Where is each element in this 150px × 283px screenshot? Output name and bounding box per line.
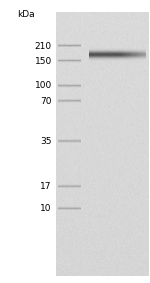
Text: 17: 17 [40,182,52,191]
Text: 210: 210 [35,42,52,51]
Text: kDa: kDa [17,10,35,19]
Text: 10: 10 [40,204,52,213]
Text: 70: 70 [40,97,52,106]
Text: 100: 100 [34,82,52,90]
Text: 150: 150 [34,57,52,66]
Text: 35: 35 [40,137,52,146]
